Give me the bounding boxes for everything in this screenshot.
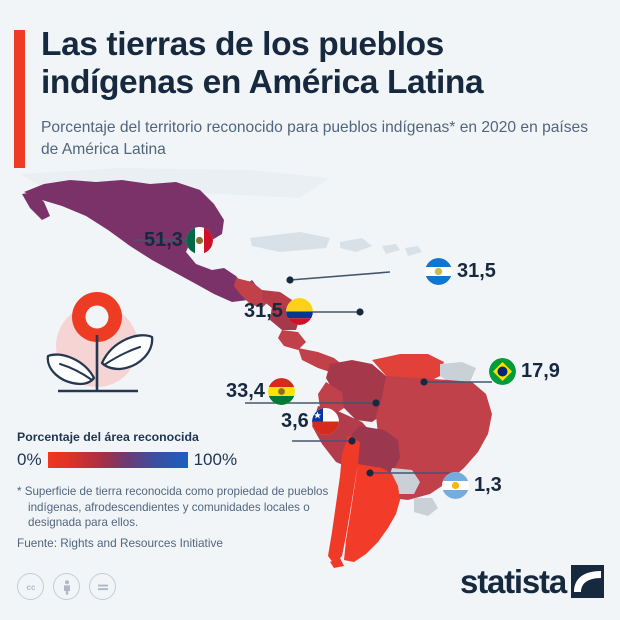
page-title: Las tierras de los pueblos indígenas en …: [41, 26, 484, 101]
country-argentina: [344, 464, 400, 562]
flag-bolivia-icon: [267, 378, 295, 405]
country-guyanas: [440, 362, 476, 384]
cc-nd-equals-icon[interactable]: [89, 573, 116, 600]
cc-icon[interactable]: cc: [17, 573, 44, 600]
flag-nicaragua-icon: [425, 258, 452, 285]
country-mexico: [22, 180, 258, 302]
title-accent-bar: [14, 30, 25, 168]
statista-logo[interactable]: statista: [460, 565, 604, 598]
country-central-america: [234, 278, 344, 374]
legend-max-label: 100%: [193, 450, 238, 469]
latin-america-map: [0, 168, 620, 568]
footnote-asterisk: * Superficie de tierra reconocida como p…: [17, 484, 337, 531]
legend-gradient-bar: [47, 452, 188, 468]
cc-by-person-icon[interactable]: [53, 573, 80, 600]
leaf-left: [46, 353, 96, 386]
legend-min-label: 0%: [17, 450, 42, 469]
plant-illustration: [30, 283, 180, 428]
flag-mexico-icon: [185, 227, 213, 254]
flag-chile-icon: [311, 408, 339, 435]
callout-value-brazil: 17,9: [521, 360, 560, 382]
callout-value-mexico: 51,3: [144, 229, 183, 251]
callout-colombia[interactable]: 31,5: [244, 298, 313, 325]
footnote-text: * Superficie de tierra reconocida como p…: [17, 485, 329, 529]
callout-chile[interactable]: 3,6: [281, 408, 339, 435]
country-chile: [328, 436, 360, 564]
country-bolivia: [352, 426, 400, 476]
source-text: Fuente: Rights and Resources Initiative: [17, 536, 223, 550]
page-subtitle: Porcentaje del territorio reconocido par…: [41, 119, 589, 158]
country-uruguay: [414, 498, 438, 516]
callout-brazil[interactable]: 17,9: [489, 358, 560, 385]
callout-argentina[interactable]: 1,3: [442, 472, 502, 499]
callout-bolivia[interactable]: 33,4: [226, 378, 295, 405]
callout-value-argentina: 1,3: [474, 474, 502, 496]
callout-nicaragua[interactable]: 31,5: [425, 258, 496, 285]
legend-scale: 0% 100%: [17, 450, 237, 470]
country-ecuador: [318, 382, 344, 416]
callout-value-chile: 3,6: [281, 410, 309, 432]
callout-mexico[interactable]: 51,3: [144, 227, 213, 254]
creative-commons-badges: cc: [17, 573, 116, 600]
flag-brazil-icon: [489, 358, 516, 385]
statista-wordmark: statista: [460, 563, 567, 600]
callout-value-colombia: 31,5: [244, 300, 283, 322]
flag-argentina-icon: [442, 472, 469, 499]
callout-value-nicaragua: 31,5: [457, 260, 496, 282]
flag-colombia-icon: [285, 298, 313, 325]
statista-mark-icon: [571, 565, 604, 598]
callout-value-bolivia: 33,4: [226, 380, 265, 402]
legend-title: Porcentaje del área reconocida: [17, 430, 199, 444]
svg-text:cc: cc: [26, 583, 35, 592]
